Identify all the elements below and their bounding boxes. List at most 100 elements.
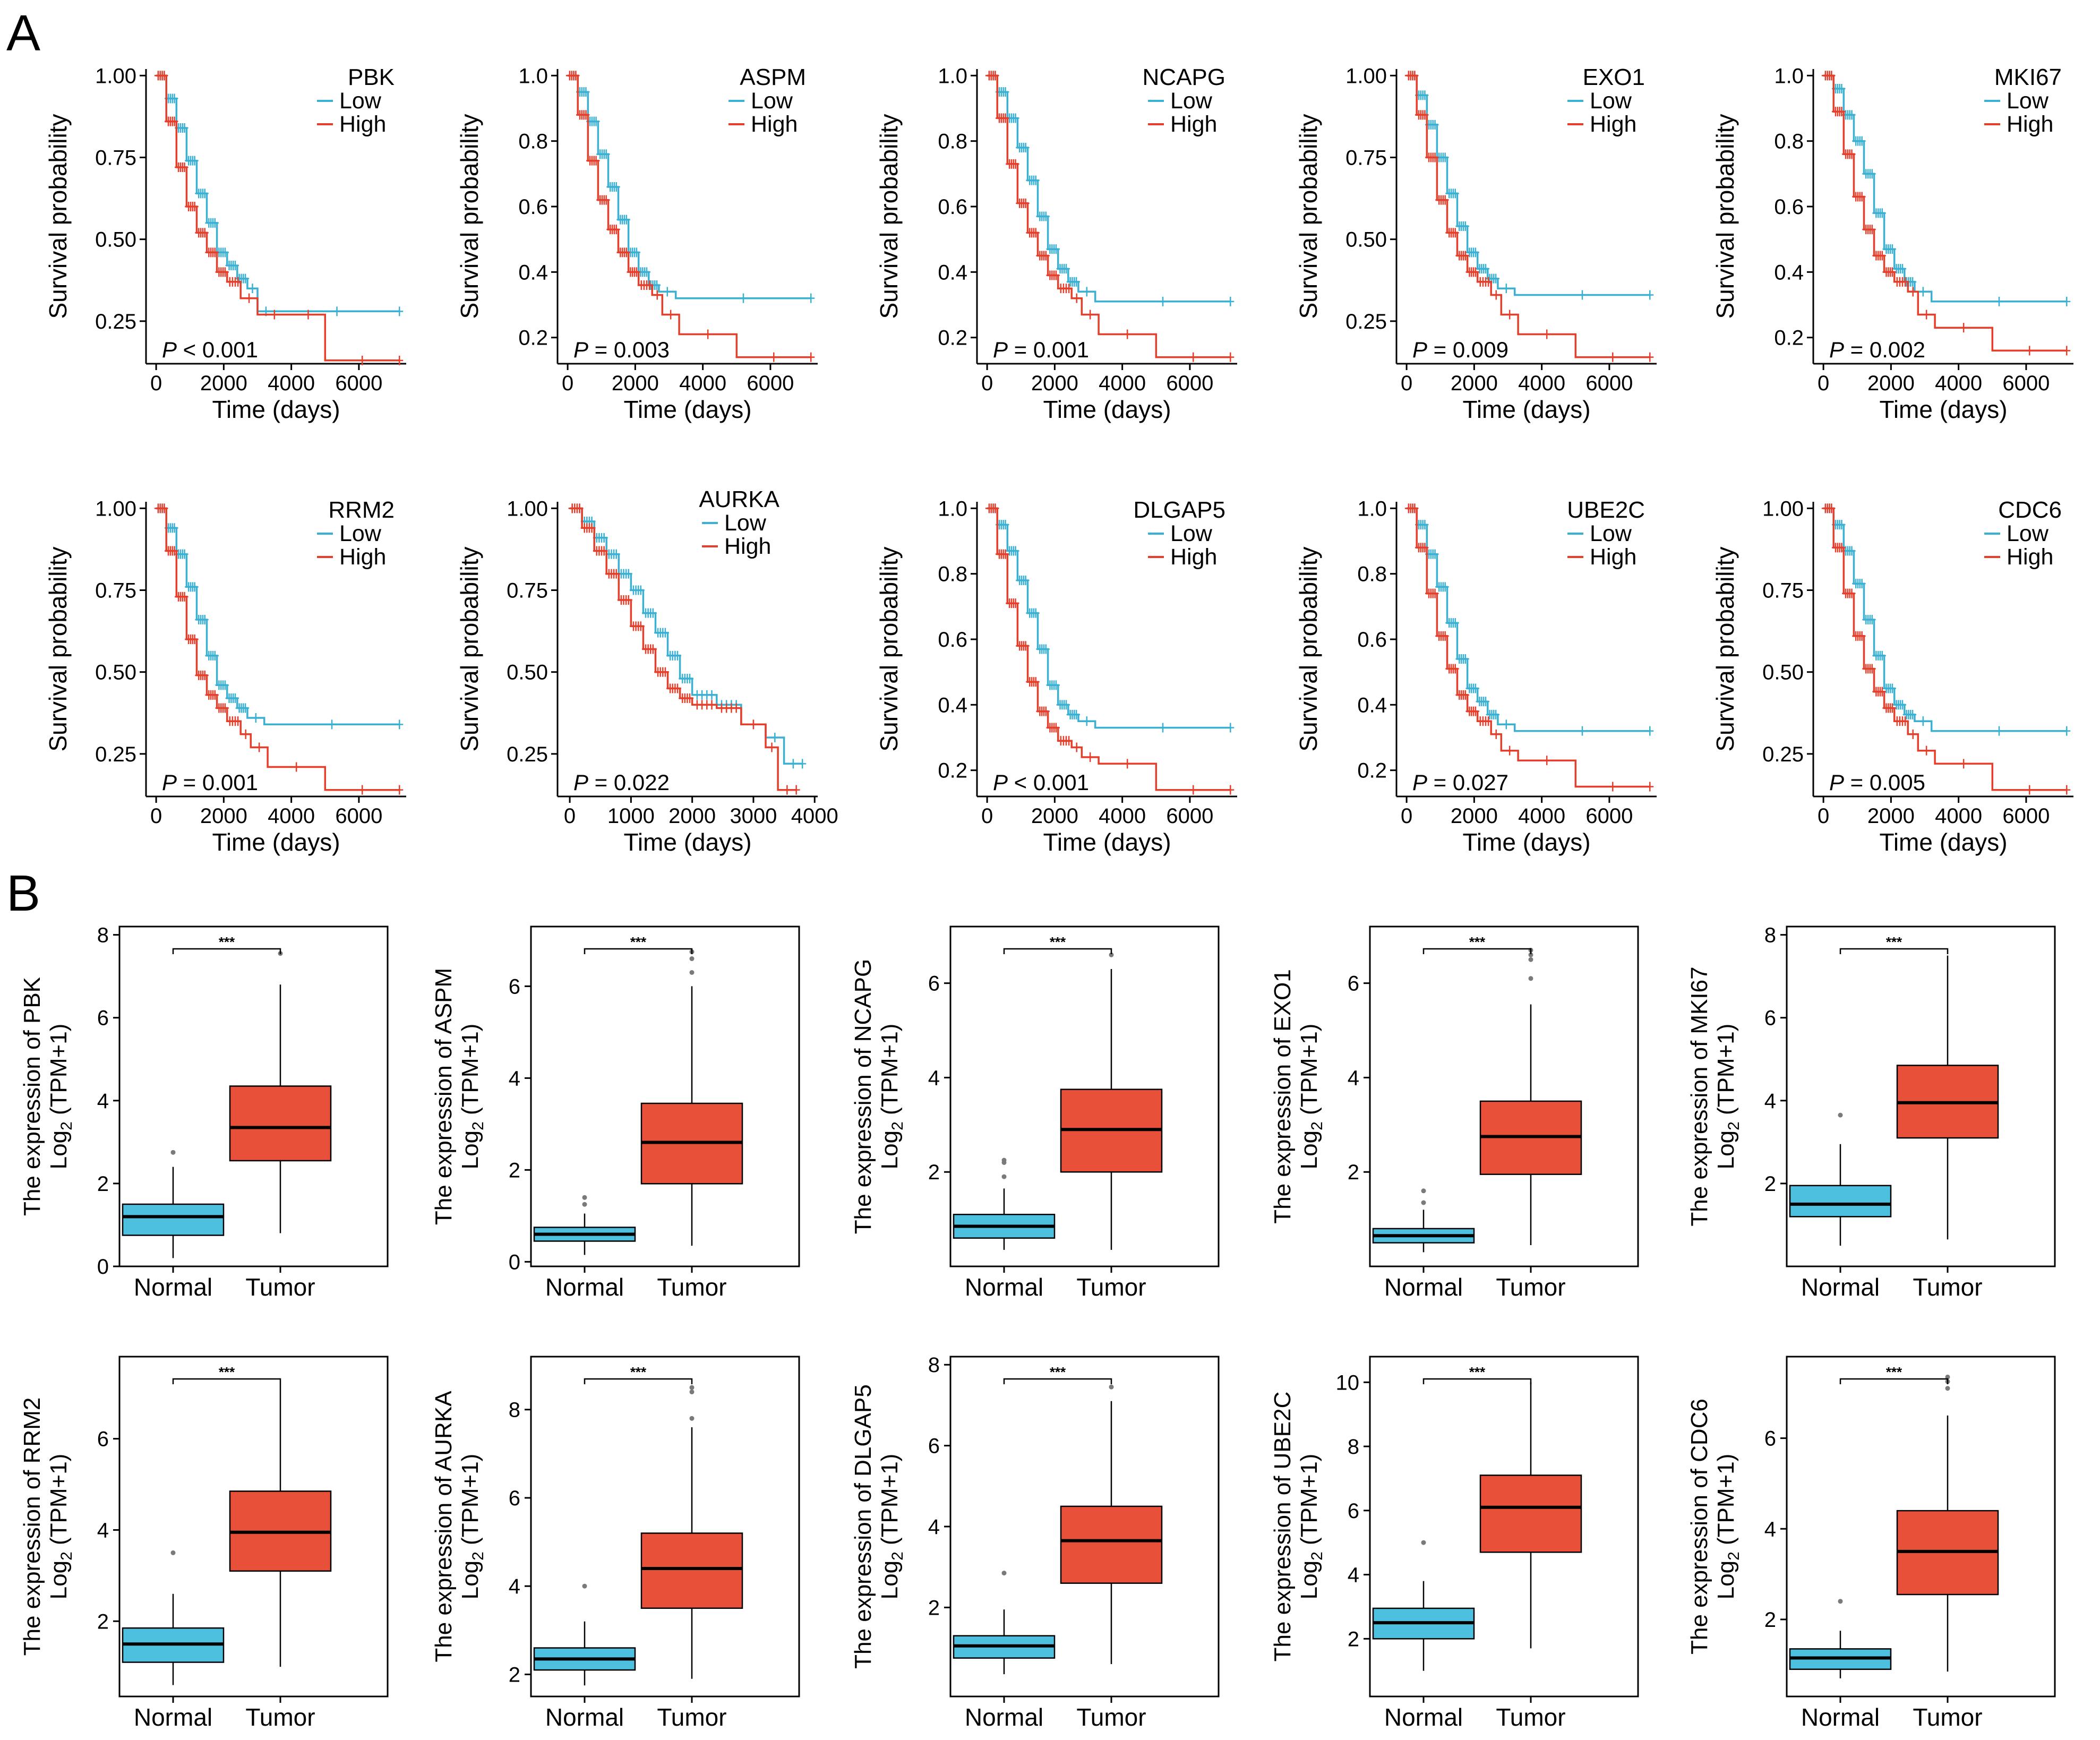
censor-mark (1421, 520, 1429, 530)
censor-mark (1492, 729, 1500, 739)
y-tick-label: 8 (928, 1353, 940, 1377)
km-chart-rrm2: 0 2000 4000 6000 0.25 0.50 0.75 1.00 Time (days)… (44, 497, 406, 856)
significance-stars: *** (1050, 934, 1066, 950)
censor-mark (1899, 700, 1906, 710)
km-curve-high (987, 74, 1231, 358)
y-axis-sublabel: Log2 (TPM+1) (457, 1454, 487, 1600)
censor-mark (1482, 697, 1489, 707)
km-curve-high (568, 74, 811, 358)
y-axis-sublabel-base: 2 (58, 1552, 75, 1561)
box-chart-mki67: 2 4 6 8 Normal Tumor *** The expression of MKI6… (1686, 924, 2056, 1301)
censor-mark (2063, 785, 2071, 795)
censor-mark (1451, 664, 1459, 674)
censor-mark (1868, 664, 1876, 674)
censor-mark (242, 703, 250, 713)
censor-mark (1086, 310, 1094, 320)
censor-mark (170, 116, 178, 126)
censor-mark (1461, 690, 1469, 700)
km-chart-ncapg: 0 2000 4000 6000 0.2 0.4 0.6 0.8 1.0 Time (days) S… (875, 64, 1237, 423)
x-axis-label: Time (days) (212, 396, 340, 423)
censor-mark (1492, 709, 1500, 719)
x-tick-label: 6000 (747, 372, 794, 395)
censor-mark (653, 290, 661, 300)
censor-mark (221, 247, 229, 258)
y-axis-sublabel-log: Log (457, 1561, 483, 1599)
censor-mark (1086, 752, 1094, 762)
x-tick-label-normal: Normal (1801, 1703, 1880, 1731)
y-axis-sublabel: Log2 (TPM+1) (1713, 1454, 1743, 1600)
y-axis-sublabel-log: Log (1713, 1130, 1739, 1169)
x-tick-label: 2000 (200, 372, 247, 395)
censor-mark (1868, 615, 1876, 624)
censor-mark (1073, 709, 1081, 719)
censor-mark (221, 680, 229, 690)
outlier-point (689, 1389, 695, 1394)
censor-mark (1189, 352, 1197, 362)
x-tick-label: 4000 (1935, 804, 1982, 828)
y-axis-sublabel: Log2 (TPM+1) (877, 1454, 906, 1600)
p-value: P = 0.005 (1829, 770, 1925, 795)
km-chart-cdc6: 0 2000 4000 6000 0.25 0.50 0.75 1.00 Time (days)… (1711, 497, 2073, 856)
censor-mark (1909, 287, 1917, 297)
y-tick-label: 6 (1348, 1499, 1359, 1523)
censor-mark (1609, 782, 1617, 792)
y-tick-label: 2 (97, 1172, 109, 1196)
censor-mark (1022, 198, 1030, 208)
outlier-point (1001, 1174, 1007, 1179)
censor-mark (771, 733, 779, 742)
censor-mark (612, 569, 620, 579)
censor-mark (1227, 723, 1235, 733)
censor-mark (708, 700, 716, 710)
y-axis-sublabel-unit: (TPM+1) (1713, 1454, 1739, 1552)
legend-label-low: Low (1590, 521, 1632, 546)
p-value: P = 0.002 (1829, 337, 1925, 362)
y-axis-sublabel-log: Log (1713, 1561, 1739, 1599)
censor-mark (637, 621, 645, 631)
censor-mark (1441, 631, 1449, 641)
censor-mark (686, 693, 694, 703)
legend-label-high: High (1590, 112, 1636, 137)
y-tick-label: 1.00 (1345, 64, 1387, 88)
x-tick-label-tumor: Tumor (1496, 1273, 1565, 1301)
censor-mark (2026, 346, 2034, 356)
outlier-point (1421, 1188, 1426, 1194)
censor-mark (1227, 352, 1235, 362)
censor-mark (232, 261, 239, 270)
censor-mark (643, 267, 650, 277)
p-value: P = 0.009 (1412, 337, 1508, 362)
censor-mark (1062, 700, 1070, 710)
x-tick-label: 6000 (335, 804, 382, 828)
x-tick-label-normal: Normal (134, 1703, 212, 1731)
plot-frame (1369, 1356, 1639, 1698)
censor-mark (1001, 520, 1009, 530)
censor-mark (1227, 296, 1235, 306)
y-axis-label: Survival probability (44, 114, 72, 319)
censor-mark (242, 729, 250, 739)
p-value-symbol: P (162, 770, 177, 795)
outlier-point (1945, 1386, 1950, 1391)
box-chart-dlgap5: 2 4 6 8 Normal Tumor *** The expression of DLGA… (850, 1353, 1220, 1731)
censor-mark (160, 71, 168, 81)
x-tick-label: 4000 (268, 372, 315, 395)
p-value-symbol: P (1412, 337, 1427, 362)
x-tick-label-normal: Normal (545, 1703, 624, 1731)
y-axis-sublabel-base: 2 (1725, 1552, 1743, 1561)
y-tick-label: 8 (1348, 1435, 1359, 1459)
censor-mark (653, 280, 661, 290)
y-tick-label: 0.8 (938, 130, 967, 153)
censor-mark (1042, 706, 1050, 716)
x-tick-label: 4000 (1518, 804, 1565, 828)
x-tick-label: 4000 (1518, 372, 1565, 395)
p-value: P = 0.001 (162, 770, 258, 795)
censor-mark (1032, 608, 1040, 618)
x-tick-label-tumor: Tumor (1496, 1703, 1565, 1731)
y-axis-sublabel-unit: (TPM+1) (46, 1024, 72, 1122)
x-tick-label: 0 (150, 372, 162, 395)
censor-mark (1919, 716, 1927, 726)
y-axis-label: Survival probability (44, 546, 72, 751)
x-axis-label: Time (days) (1462, 396, 1590, 423)
box-chart-rrm2: 2 4 6 Normal Tumor *** The expression of RRM2 L… (19, 1356, 389, 1731)
outlier-point (1838, 1112, 1843, 1118)
y-axis-sublabel-base: 2 (1308, 1552, 1326, 1561)
